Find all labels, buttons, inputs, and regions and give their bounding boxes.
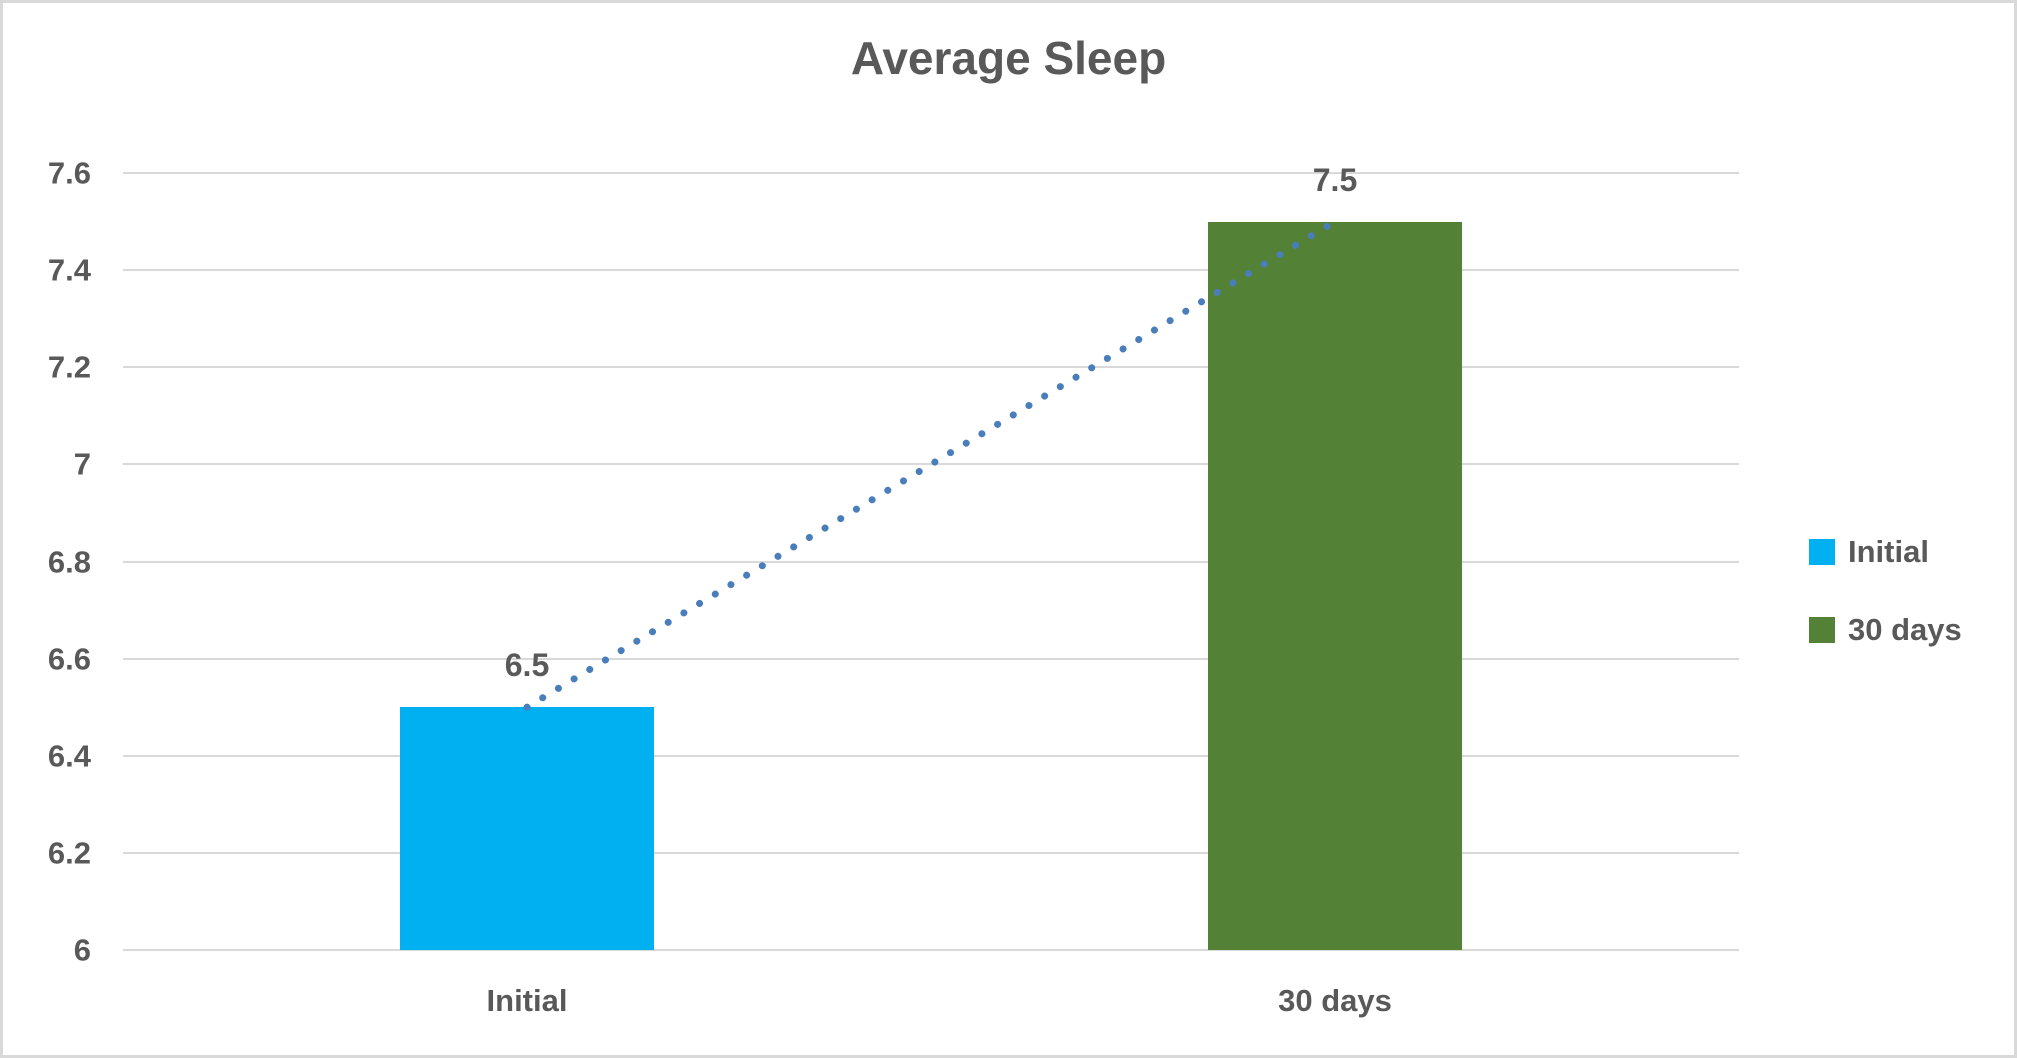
x-axis-category-label: Initial — [486, 983, 568, 1018]
bar-initial — [400, 707, 654, 950]
bar-value-label: 7.5 — [1312, 161, 1358, 198]
y-axis-tick-label: 6.6 — [47, 641, 91, 677]
y-axis-tick-label: 6.4 — [47, 738, 91, 774]
gridline — [123, 463, 1739, 466]
chart-title: Average Sleep — [850, 32, 1167, 84]
bar-30-days — [1208, 221, 1462, 950]
gridline — [123, 949, 1739, 951]
legend-label: 30 days — [1848, 612, 1962, 647]
legend-item-30-days: 30 days — [1809, 614, 1962, 645]
x-axis-category-label: 30 days — [1278, 983, 1392, 1018]
legend-item-initial: Initial — [1809, 536, 1962, 567]
y-axis-tick-label: 7.6 — [47, 155, 91, 191]
y-axis-tick-label: 7.4 — [47, 252, 91, 288]
trendline — [523, 218, 1339, 711]
gridline — [123, 851, 1739, 854]
gridline — [123, 269, 1739, 272]
legend-label: Initial — [1848, 534, 1929, 569]
bar-value-label: 6.5 — [504, 647, 550, 684]
gridline — [123, 172, 1739, 174]
gridline — [123, 754, 1739, 757]
legend: Initial 30 days — [1809, 536, 1962, 645]
y-axis-tick-label: 6.8 — [47, 544, 91, 579]
y-axis-tick-label: 6.2 — [47, 835, 91, 871]
gridline — [123, 366, 1739, 369]
y-axis-tick-label: 6 — [73, 932, 91, 968]
y-axis-tick-label: 7 — [73, 446, 91, 482]
legend-color-swatch — [1809, 616, 1835, 643]
gridline — [123, 560, 1739, 563]
y-axis-tick-label: 7.2 — [47, 349, 91, 385]
legend-color-swatch — [1809, 538, 1835, 565]
gridline — [123, 657, 1739, 660]
